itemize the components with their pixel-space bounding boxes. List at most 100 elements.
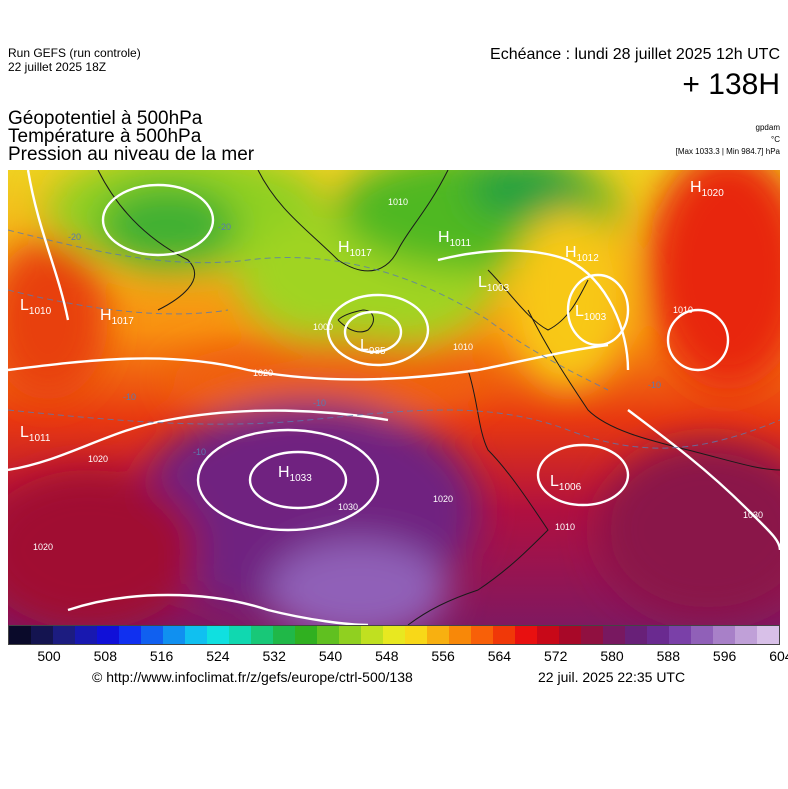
pressure-center-label: L985 — [360, 337, 386, 357]
isobar-label: 1010 — [673, 305, 693, 315]
colorbar-tick-label: 532 — [262, 648, 286, 664]
iceland-coast — [337, 309, 374, 333]
colorbar-swatch — [273, 626, 295, 644]
colorbar-swatch — [647, 626, 669, 644]
europe-central-coast — [527, 309, 780, 471]
colorbar-swatch — [427, 626, 449, 644]
isotherm-labels: -20 -10 -10 -10 -10 -20 — [68, 222, 661, 457]
pressure-center-label: L1006 — [550, 473, 582, 493]
colorbar-swatch — [53, 626, 75, 644]
colorbar-swatch — [317, 626, 339, 644]
run-info: Run GEFS (run controle) 22 juillet 2025 … — [8, 46, 141, 74]
map-titles: Géopotentiel à 500hPa Température à 500h… — [8, 108, 254, 164]
colorbar-swatch — [625, 626, 647, 644]
isotherm-line — [8, 229, 609, 391]
run-date: 22 juillet 2025 18Z — [8, 60, 107, 74]
forecast-map: H1017 H1011 H1012 H1020 H1017 H1033 L101… — [8, 170, 780, 625]
colorbar-swatch — [141, 626, 163, 644]
isotherms — [8, 229, 780, 449]
greenland-coast — [257, 170, 449, 272]
isobar-label: 1010 — [453, 342, 473, 352]
colorbar-swatch — [75, 626, 97, 644]
isobar-label: 1010 — [388, 197, 408, 207]
colorbar-ticks: 500 508 516 524 532 540 548 556 564 572 580 588 596 6… — [8, 648, 788, 666]
source-credit: © http://www.infoclimat.fr/z/gefs/europe… — [92, 669, 413, 685]
title-geopotential: Géopotentiel à 500hPa — [8, 108, 203, 129]
isobar-ring — [326, 293, 430, 367]
colorbar-swatch — [163, 626, 185, 644]
canada-coast — [97, 170, 195, 311]
colorbar-tick-label: 540 — [318, 648, 343, 664]
colorbar-swatch — [581, 626, 603, 644]
isobar-line — [437, 249, 630, 371]
colorbar-swatch — [669, 626, 691, 644]
coastlines — [97, 170, 780, 625]
pressure-center-label: H1020 — [690, 179, 724, 199]
isobar-line — [26, 170, 70, 321]
isobars — [8, 170, 780, 625]
colorbar-swatch — [295, 626, 317, 644]
colorbar-tick-label: 548 — [375, 648, 399, 664]
colorbar-swatch — [515, 626, 537, 644]
colorbar-tick-label: 564 — [487, 648, 512, 664]
colorbar-tick-label: 516 — [149, 648, 174, 664]
colorbar-tick-label: 596 — [712, 648, 737, 664]
isobar-ring — [536, 443, 630, 507]
unit-celsius: °C — [771, 135, 780, 144]
colorbar-tick-label: 524 — [206, 648, 230, 664]
colorbar-swatch — [537, 626, 559, 644]
title-temperature: Température à 500hPa — [8, 126, 202, 147]
isotherm-label: -10 — [123, 392, 136, 402]
colorbar-swatch — [185, 626, 207, 644]
isobar-line — [8, 409, 389, 472]
pressure-center-label: L1010 — [20, 297, 52, 317]
pressure-center-label: L1003 — [478, 274, 510, 294]
units-legend: gpdam °C [Max 1033.3 | Min 984.7] hPa — [676, 122, 780, 158]
pressure-center-label: H1011 — [438, 229, 472, 249]
isobar-label: 1020 — [433, 494, 453, 504]
forecast-lead-time: + 138H — [682, 68, 780, 101]
pressure-center-label: H1017 — [100, 307, 134, 327]
colorbar-swatch — [339, 626, 361, 644]
pressure-center-label: L1011 — [20, 424, 51, 444]
isobar-ring — [343, 310, 403, 354]
isobar-ring — [666, 308, 730, 372]
pressure-center-label: H1012 — [565, 244, 599, 264]
colorbar-tick-label: 572 — [544, 648, 568, 664]
isobar-line — [67, 593, 369, 625]
colorbar-swatch — [493, 626, 515, 644]
colorbar-tick-label: 604 — [769, 648, 788, 664]
colorbar-tick-label: 580 — [600, 648, 624, 664]
isobar-label: 1020 — [88, 454, 108, 464]
colorbar-swatch — [449, 626, 471, 644]
isobar-line — [627, 409, 780, 551]
colorbar-swatch — [603, 626, 625, 644]
colorbar-swatch — [229, 626, 251, 644]
isobar-label: 1030 — [338, 502, 358, 512]
isotherm-label: -10 — [648, 380, 661, 390]
colorbar-swatch — [757, 626, 779, 644]
colorbar-tick-label: 500 — [37, 648, 61, 664]
pressure-center-label: H1033 — [278, 464, 312, 484]
colorbar-swatch — [383, 626, 405, 644]
colorbar-swatch — [207, 626, 229, 644]
colorbar-swatch — [251, 626, 273, 644]
colorbar-swatch — [691, 626, 713, 644]
isobar-label: 1020 — [33, 542, 53, 552]
isobar-label: 1000 — [313, 322, 333, 332]
colorbar-swatch — [405, 626, 427, 644]
isobar-line — [8, 343, 609, 381]
colorbar-tick-label: 556 — [431, 648, 455, 664]
scandinavia-coast — [487, 269, 589, 331]
isobar-label: 1010 — [555, 522, 575, 532]
unit-gpdam: gpdam — [755, 123, 780, 132]
isotherm-label: -10 — [193, 447, 206, 457]
isobar-ring — [101, 183, 215, 257]
isotherm-label: -10 — [313, 398, 326, 408]
isobar-label: 1030 — [743, 510, 763, 520]
unit-pressure-range: [Max 1033.3 | Min 984.7] hPa — [675, 147, 780, 156]
colorbar-swatch — [471, 626, 493, 644]
pressure-center-label: H1017 — [338, 239, 372, 259]
pressure-center-label: L1003 — [575, 303, 607, 323]
